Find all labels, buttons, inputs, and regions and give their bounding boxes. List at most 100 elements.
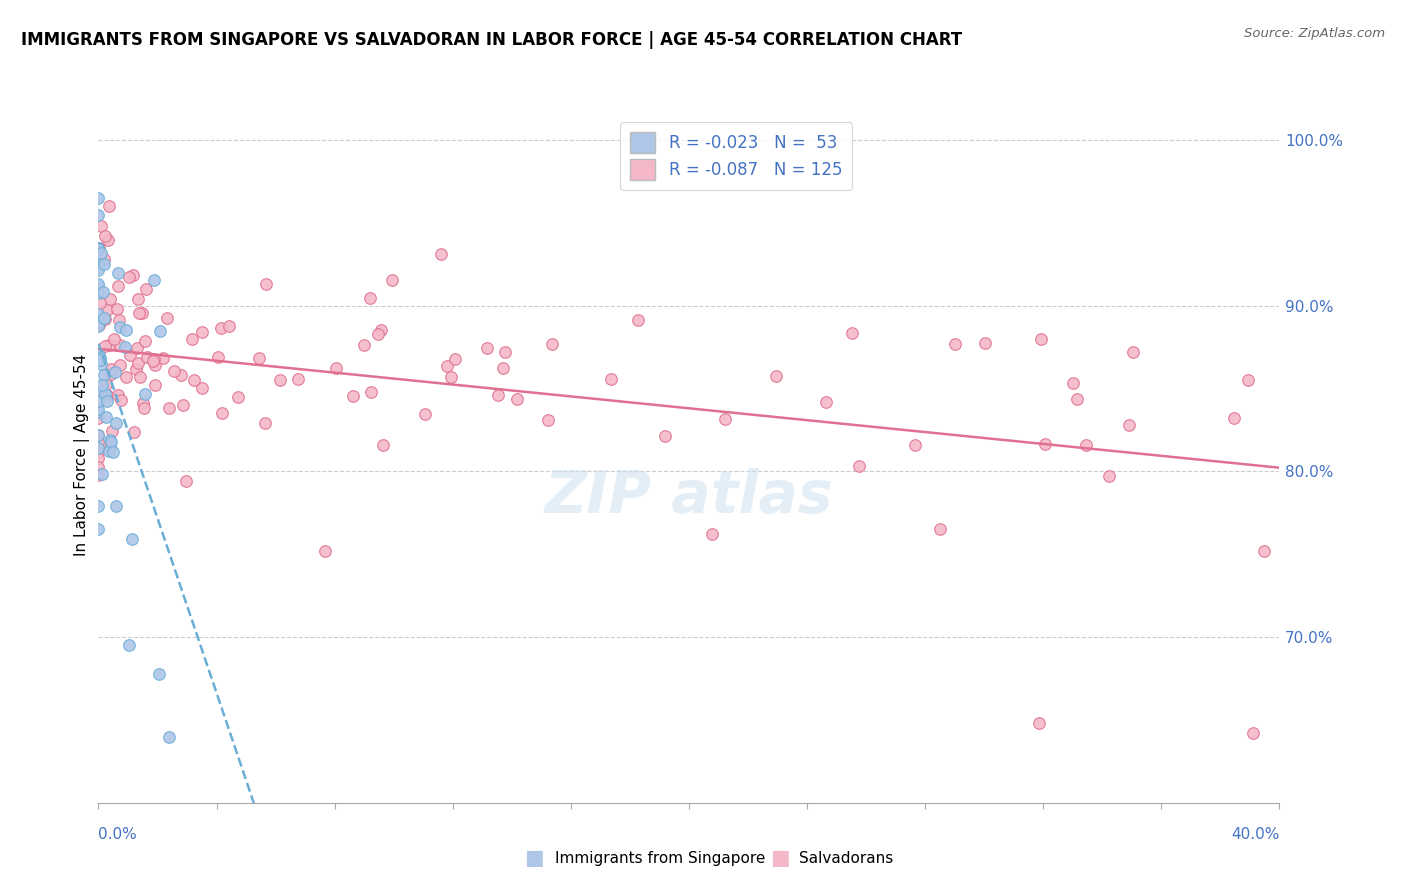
Point	[87, 393, 110, 408]
Point	[142, 353, 165, 368]
Point	[314, 544, 336, 558]
Point	[100, 434, 122, 449]
Point	[134, 386, 156, 401]
Point	[100, 292, 122, 306]
Point	[101, 424, 124, 438]
Point	[108, 358, 131, 372]
Point	[253, 417, 276, 431]
Point	[87, 499, 110, 513]
Point	[93, 368, 115, 383]
Point	[254, 277, 277, 291]
Point	[325, 360, 347, 375]
Point	[93, 229, 115, 244]
Point	[110, 319, 132, 334]
Point	[765, 368, 787, 383]
Point	[103, 332, 125, 346]
Point	[87, 434, 110, 449]
Point	[90, 219, 112, 234]
Point	[121, 268, 143, 282]
Point	[87, 348, 110, 362]
Point	[156, 310, 179, 325]
Point	[370, 323, 392, 337]
Point	[654, 429, 676, 443]
Point	[118, 269, 141, 284]
Point	[131, 306, 153, 320]
Point	[627, 313, 650, 327]
Point	[134, 334, 156, 348]
Point	[163, 364, 186, 378]
Point	[540, 336, 562, 351]
Point	[1074, 438, 1097, 452]
Point	[87, 444, 110, 458]
Point	[107, 278, 129, 293]
Point	[152, 351, 174, 366]
Point	[98, 443, 121, 458]
Point	[142, 352, 165, 367]
Point	[87, 441, 110, 455]
Point	[269, 373, 291, 387]
Point	[494, 345, 516, 359]
Point	[97, 233, 120, 247]
Text: Salvadorans: Salvadorans	[799, 851, 893, 865]
Point	[436, 359, 458, 373]
Point	[1066, 392, 1088, 406]
Point	[928, 523, 950, 537]
Point	[100, 362, 122, 376]
Point	[180, 332, 202, 346]
Point	[96, 303, 118, 318]
Point	[183, 373, 205, 387]
Point	[120, 348, 142, 362]
Point	[142, 273, 165, 287]
Point	[1028, 716, 1050, 731]
Point	[108, 338, 131, 352]
Point	[87, 285, 110, 300]
Point	[96, 376, 118, 391]
Point	[87, 315, 110, 329]
Point	[848, 459, 870, 474]
Point	[87, 318, 110, 332]
Point	[94, 410, 117, 425]
Point	[104, 416, 127, 430]
Point	[87, 402, 110, 417]
Point	[87, 242, 110, 256]
Point	[89, 351, 111, 366]
Point	[101, 445, 124, 459]
Point	[1098, 468, 1121, 483]
Point	[353, 337, 375, 351]
Point	[100, 367, 122, 381]
Point	[89, 241, 111, 255]
Point	[125, 362, 148, 376]
Point	[87, 191, 110, 205]
Point	[98, 199, 121, 213]
Text: 0.0%: 0.0%	[98, 827, 138, 841]
Point	[87, 241, 110, 255]
Point	[904, 438, 927, 452]
Point	[105, 301, 128, 316]
Point	[1029, 332, 1052, 346]
Point	[191, 381, 214, 395]
Point	[1033, 436, 1056, 450]
Point	[207, 351, 229, 365]
Point	[118, 639, 141, 653]
Point	[115, 369, 138, 384]
Point	[287, 372, 309, 386]
Text: ZIP atlas: ZIP atlas	[544, 468, 834, 525]
Text: Immigrants from Singapore: Immigrants from Singapore	[555, 851, 766, 865]
Text: ■: ■	[524, 848, 544, 868]
Point	[87, 451, 110, 466]
Point	[89, 296, 111, 310]
Point	[94, 339, 117, 353]
Point	[714, 412, 737, 426]
Point	[1241, 726, 1264, 740]
Point	[98, 338, 121, 352]
Point	[841, 326, 863, 340]
Point	[104, 365, 127, 379]
Point	[209, 321, 232, 335]
Text: 40.0%: 40.0%	[1232, 827, 1279, 841]
Point	[143, 378, 166, 392]
Point	[1222, 411, 1244, 425]
Point	[536, 413, 558, 427]
Point	[90, 467, 112, 481]
Point	[87, 428, 110, 442]
Point	[108, 313, 131, 327]
